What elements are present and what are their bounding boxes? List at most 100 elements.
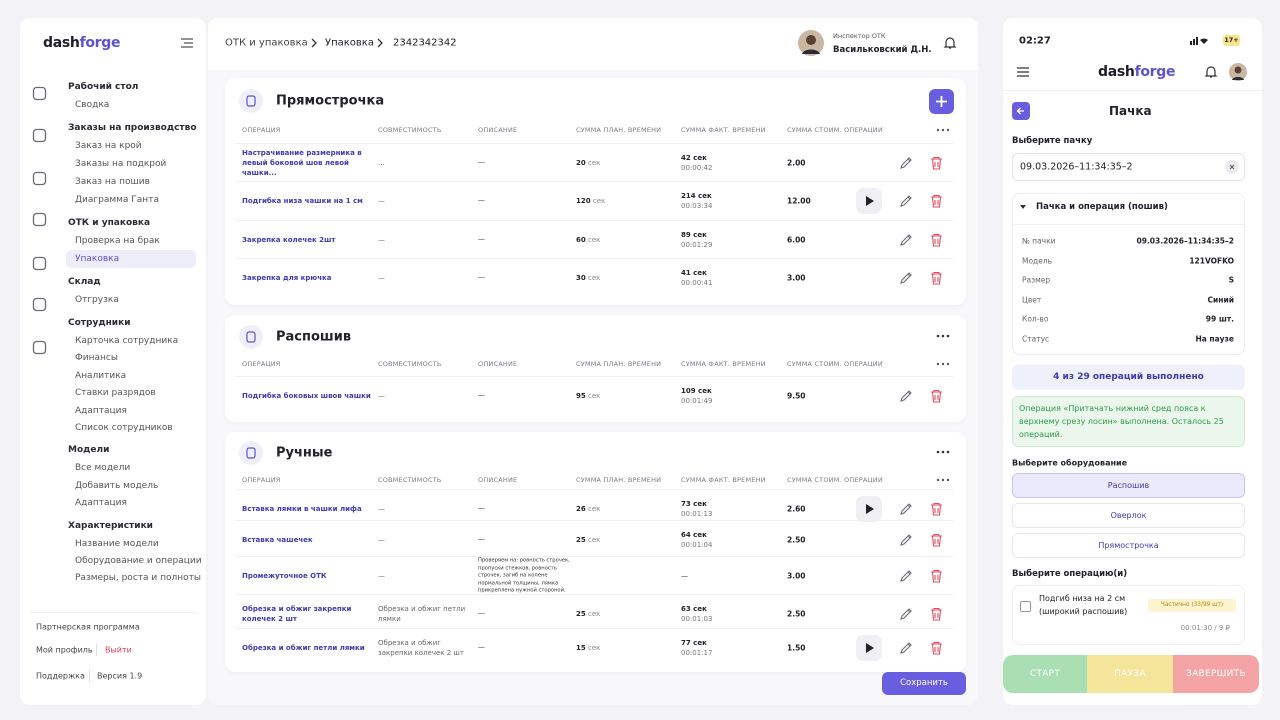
nav-item[interactable]: Ставки разрядов: [75, 388, 156, 399]
nav-icon[interactable]: [32, 128, 47, 143]
notifications[interactable]: [1204, 65, 1218, 79]
play-button[interactable]: [856, 188, 882, 214]
column-menu[interactable]: [936, 362, 950, 366]
edit-button[interactable]: [899, 156, 913, 170]
edit-button[interactable]: [899, 533, 913, 547]
operation-name[interactable]: Обрезка и обжиг петли лямки: [242, 644, 365, 652]
menu-toggle[interactable]: [180, 37, 194, 49]
column-menu[interactable]: [936, 128, 950, 132]
delete-button[interactable]: [930, 607, 943, 621]
action-button[interactable]: ПАУЗА: [1087, 655, 1173, 693]
nav-item[interactable]: Отгрузка: [75, 295, 119, 305]
plan-unit: сек: [587, 236, 601, 244]
nav-item[interactable]: Адаптация: [75, 498, 127, 509]
nav-item[interactable]: Добавить модель: [75, 480, 159, 491]
equipment-button[interactable]: Оверлок: [1012, 503, 1245, 528]
avatar[interactable]: [1229, 63, 1247, 81]
logout-link[interactable]: Выйти: [105, 645, 132, 655]
nav-item[interactable]: Диаграмма Ганта: [75, 195, 159, 205]
operation-name[interactable]: Закрепка колечек 2шт: [242, 236, 336, 244]
nav-item[interactable]: Проверка на брак: [75, 236, 160, 246]
accordion-title[interactable]: Пачка и операция (пошив): [1036, 202, 1168, 212]
nav-item[interactable]: Список сотрудников: [75, 423, 173, 433]
edit-button[interactable]: [899, 607, 913, 621]
fact-seconds: 42 сек: [681, 154, 707, 162]
operation-name[interactable]: Настрачивание размерника в левый боковой…: [242, 149, 362, 177]
delete-button[interactable]: [930, 569, 943, 583]
edit-button[interactable]: [899, 502, 913, 516]
action-button[interactable]: ЗАВЕРШИТЬ: [1173, 655, 1259, 693]
action-button[interactable]: СТАРТ: [1003, 655, 1087, 693]
breadcrumb[interactable]: ОТК и упаковка: [225, 37, 308, 49]
operation-name[interactable]: Промежуточное ОТК: [242, 572, 327, 580]
operation-name[interactable]: Подгибка низа чашки на 1 см: [242, 197, 363, 205]
nav-item[interactable]: Заказ на крой: [75, 141, 142, 151]
nav-icon[interactable]: [32, 212, 47, 227]
plan-value: 120: [576, 197, 591, 205]
edit-button[interactable]: [899, 389, 913, 403]
edit-button[interactable]: [899, 569, 913, 583]
play-button[interactable]: [856, 635, 882, 661]
delete-button[interactable]: [930, 233, 943, 247]
edit-button[interactable]: [899, 271, 913, 285]
batch-value: 09.03.2026–11:34:35–2: [1020, 161, 1133, 173]
plan-time: 25 сек: [576, 536, 600, 544]
back-button[interactable]: [1012, 102, 1030, 120]
nav-icon[interactable]: [32, 86, 47, 101]
cost: 6.00: [787, 235, 806, 245]
edit-button[interactable]: [899, 194, 913, 208]
nav-icon[interactable]: [32, 297, 47, 312]
operation-name[interactable]: Вставка чашечек: [242, 536, 313, 544]
section-menu[interactable]: [936, 450, 950, 454]
avatar[interactable]: [798, 30, 824, 56]
nav-item[interactable]: Все модели: [75, 463, 131, 474]
operation-name[interactable]: Обрезка и обжиг закрепки колечек 2 шт: [242, 605, 352, 623]
delete-button[interactable]: [930, 502, 943, 516]
nav-icon[interactable]: [32, 340, 47, 355]
delete-button[interactable]: [930, 389, 943, 403]
nav-item[interactable]: Сводка: [75, 100, 110, 110]
batch-input[interactable]: [1012, 153, 1245, 181]
nav-icon[interactable]: [32, 256, 47, 271]
clear-input[interactable]: [1225, 160, 1239, 174]
edit-button[interactable]: [899, 233, 913, 247]
delete-button[interactable]: [930, 156, 943, 170]
footer-link[interactable]: Поддержка: [36, 671, 85, 681]
add-button[interactable]: [929, 89, 954, 114]
operation-checkbox[interactable]: [1020, 601, 1031, 612]
delete-button[interactable]: [930, 641, 943, 655]
nav-icon[interactable]: [32, 171, 47, 186]
equipment-button[interactable]: Распошив: [1012, 473, 1245, 498]
operation-name[interactable]: Вставка лямки в чашки лифа: [242, 505, 362, 513]
nav-item[interactable]: Название модели: [75, 538, 159, 549]
footer-link[interactable]: Мой профиль: [36, 645, 93, 655]
nav-item[interactable]: Карточка сотрудника: [75, 336, 179, 346]
notifications[interactable]: [943, 36, 957, 50]
nav-item[interactable]: Адаптация: [75, 405, 127, 416]
nav-item[interactable]: Заказы на подкрой: [75, 159, 167, 169]
nav-item[interactable]: Аналитика: [75, 370, 127, 381]
menu-button[interactable]: [1016, 66, 1030, 78]
accordion-caret[interactable]: [1019, 204, 1027, 210]
operation-name: Подгиб низа на 2 см (широкий распошив): [1039, 594, 1128, 616]
nav-item[interactable]: Финансы: [75, 353, 118, 364]
delete-button[interactable]: [930, 194, 943, 208]
footer-link[interactable]: Партнерская программа: [36, 622, 140, 632]
nav-item[interactable]: Заказ на пошив: [75, 177, 150, 187]
nav-item[interactable]: Размеры, роста и полноты: [75, 573, 201, 584]
plan-value: 60: [576, 236, 586, 244]
edit-button[interactable]: [899, 641, 913, 655]
nav-item[interactable]: Оборудование и операции: [75, 556, 202, 566]
nav-item[interactable]: Упаковка: [75, 254, 120, 264]
play-button[interactable]: [856, 496, 882, 522]
breadcrumb[interactable]: Упаковка: [325, 37, 374, 49]
column-menu[interactable]: [936, 478, 950, 482]
save-button[interactable]: Сохранить: [882, 672, 966, 695]
section-menu[interactable]: [936, 334, 950, 338]
equipment-button[interactable]: Прямострочка: [1012, 533, 1245, 558]
operation-name[interactable]: Закрепка для крючка: [242, 274, 332, 282]
delete-button[interactable]: [930, 533, 943, 547]
delete-button[interactable]: [930, 271, 943, 285]
breadcrumb-sep: [311, 38, 317, 48]
operation-name[interactable]: Подгибка боковых швов чашки: [242, 392, 371, 400]
